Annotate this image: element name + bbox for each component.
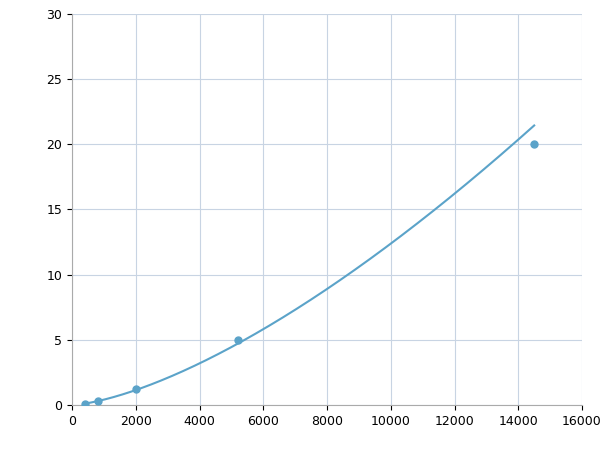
Point: [131, 386, 140, 393]
Point: [529, 140, 539, 148]
Point: [233, 336, 242, 343]
Point: [80, 400, 89, 407]
Point: [92, 397, 102, 405]
